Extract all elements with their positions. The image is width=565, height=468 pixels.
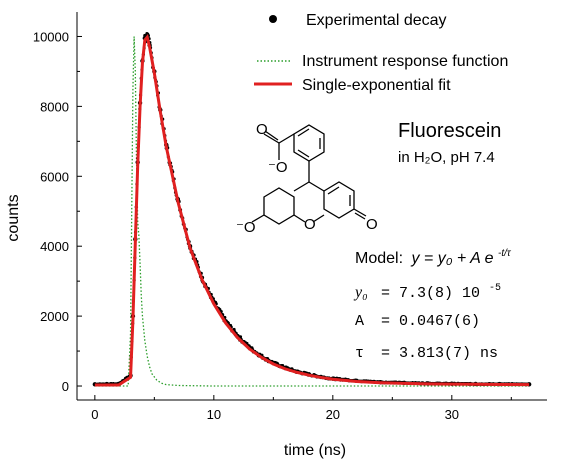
structure-label-ominus: ⁻O [268, 159, 288, 176]
y-axis-title: counts [5, 194, 22, 241]
param-a-value: = 0.0467(6) [381, 313, 480, 330]
legend: Experimental decay Instrument response f… [254, 12, 508, 94]
model-label: Model: [355, 250, 403, 267]
fit-series-line [94, 33, 530, 387]
legend-label-irf: Instrument response function [302, 53, 508, 70]
param-tau-value: = 3.813(7) ns [381, 345, 498, 362]
structure-atom-labels: O ⁻O ⁻O O O [236, 121, 378, 236]
x-ticks: 0 10 20 30 [91, 395, 512, 422]
compound-conditions: in H₂O, pH 7.4 [398, 149, 495, 166]
irf-series-line [94, 36, 530, 387]
param-y0-exp: -5 [489, 283, 501, 294]
y-tick-label: 2000 [40, 309, 69, 324]
y-tick-label: 6000 [40, 169, 69, 184]
legend-marker-experimental [269, 15, 277, 23]
structure-label-ketone: O [366, 216, 378, 233]
x-tick-label: 30 [445, 407, 459, 422]
x-tick-label: 0 [91, 407, 98, 422]
legend-label-experimental: Experimental decay [306, 12, 447, 29]
y-tick-label: 8000 [40, 99, 69, 114]
y-tick-label: 4000 [40, 239, 69, 254]
y-tick-label: 10000 [33, 29, 69, 44]
param-tau-name: τ [355, 345, 364, 362]
fluorescein-structure-icon [251, 124, 367, 225]
x-tick-label: 10 [207, 407, 221, 422]
param-y0-name: y₀ [353, 284, 368, 301]
x-tick-label: 20 [326, 407, 340, 422]
model-formula: y = y₀ + A e [410, 250, 493, 267]
param-y0-val: = 7.3(8) 10 [381, 285, 480, 302]
compound-name: Fluorescein [398, 120, 501, 142]
param-a-name: A [355, 313, 364, 330]
structure-label-ring-o: O [304, 216, 316, 233]
plot-area [92, 32, 532, 387]
param-y0-value: = 7.3(8) 10 -5 [381, 283, 501, 302]
y-ticks: 0 2000 4000 6000 8000 10000 [33, 29, 82, 394]
structure-label-o: O [256, 121, 268, 138]
structure-label-phenolate: ⁻O [236, 219, 256, 236]
x-axis-title: time (ns) [284, 442, 346, 459]
model-equation: Model: y = y₀ + A e -t/τ [355, 248, 512, 267]
legend-label-fit: Single-exponential fit [302, 77, 451, 94]
model-exponent: -t/τ [498, 248, 512, 259]
y-tick-label: 0 [62, 379, 69, 394]
